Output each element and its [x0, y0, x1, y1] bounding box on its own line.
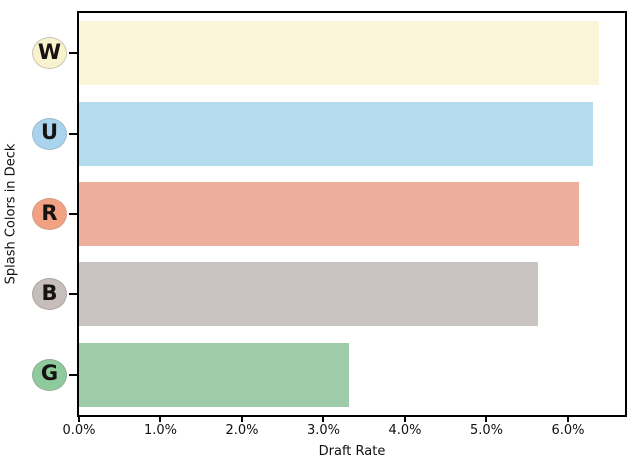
x-axis-title: Draft Rate	[318, 444, 386, 459]
mana-letter: U	[40, 120, 59, 145]
mana-letter: B	[41, 280, 58, 305]
x-tick-label: 3.0%	[306, 423, 340, 438]
x-tick	[566, 417, 569, 422]
bar-b	[79, 262, 538, 327]
x-tick	[485, 417, 488, 422]
mana-icon-g: G	[32, 358, 67, 391]
y-tick-u	[69, 132, 77, 135]
x-tick-label: 0.0%	[62, 423, 96, 438]
plot-area	[77, 11, 627, 417]
x-tick-label: 6.0%	[551, 423, 585, 438]
x-tick	[322, 417, 325, 422]
x-tick-label: 2.0%	[225, 423, 259, 438]
bar-u	[79, 101, 594, 166]
mana-icon-w: W	[32, 37, 67, 70]
x-tick-label: 5.0%	[469, 423, 503, 438]
y-tick-r	[69, 213, 77, 215]
y-axis-title: Splash Colors in Deck	[3, 143, 19, 285]
y-tick-g	[69, 373, 77, 376]
y-tick-b	[69, 293, 77, 296]
x-tick-label: 1.0%	[143, 423, 177, 438]
y-tick-w	[69, 52, 77, 55]
bar-r	[79, 182, 579, 246]
mana-letter: G	[40, 361, 59, 386]
bar-g	[79, 342, 349, 407]
mana-icon-u: U	[32, 117, 67, 150]
mana-letter: R	[41, 200, 58, 225]
x-tick	[159, 417, 162, 422]
mana-icon-b: B	[32, 278, 67, 311]
x-tick	[240, 417, 243, 422]
bar-w	[79, 21, 599, 86]
mana-letter: W	[37, 39, 62, 64]
x-tick	[78, 417, 80, 422]
mana-icon-r: R	[32, 198, 67, 230]
x-tick	[403, 417, 406, 422]
x-tick-label: 4.0%	[388, 423, 422, 438]
